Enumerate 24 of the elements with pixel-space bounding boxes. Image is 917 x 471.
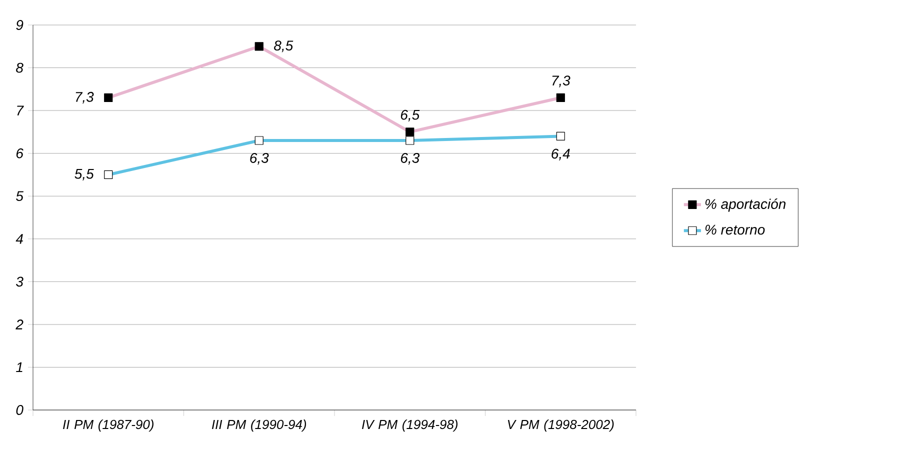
- y-tick-label: 7: [17, 106, 24, 116]
- data-label: 6,5: [400, 110, 420, 122]
- x-tick-label: IV PM (1994-98): [362, 420, 458, 432]
- legend-label: % retorno: [705, 224, 765, 235]
- data-label: 6,3: [400, 153, 420, 165]
- data-label: 6,3: [250, 153, 269, 165]
- y-tick-label: 1: [16, 362, 22, 372]
- data-label: 5,5: [74, 169, 94, 180]
- y-tick-label: 2: [16, 320, 24, 330]
- y-tick-label: 3: [16, 276, 24, 287]
- data-label: 8,5: [274, 40, 294, 52]
- x-tick-label: V PM (1998-2002): [508, 420, 614, 432]
- y-tick-label: 9: [16, 20, 24, 30]
- x-tick-label: II PM (1987-90): [63, 420, 154, 432]
- y-tick-label: 6: [16, 148, 24, 158]
- data-label: 6,4: [552, 148, 570, 160]
- y-tick-label: 8: [16, 62, 24, 73]
- data-label: 7,3: [76, 92, 94, 104]
- data-label: 7,3: [552, 76, 570, 88]
- y-tick-label: 0: [16, 405, 24, 415]
- y-tick-label: 4: [16, 234, 23, 244]
- x-tick-label: III PM (1990-94): [212, 420, 306, 432]
- y-tick-label: 5: [16, 191, 24, 202]
- legend-label: % aportación: [705, 198, 786, 212]
